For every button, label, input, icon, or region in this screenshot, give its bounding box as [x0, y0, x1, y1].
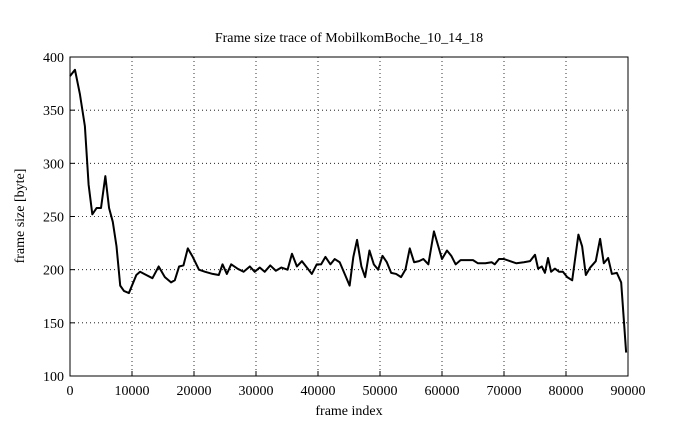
x-tick-label: 60000 [425, 384, 460, 399]
y-tick-label: 150 [43, 317, 64, 332]
x-tick-label: 40000 [301, 384, 336, 399]
y-tick-label: 250 [43, 211, 64, 226]
data-line [69, 68, 628, 353]
x-tick-label: 10000 [115, 384, 150, 399]
x-tick-label: 70000 [487, 384, 522, 399]
x-tick-label: 20000 [177, 384, 212, 399]
y-tick-label: 100 [43, 370, 64, 385]
y-tick-label: 200 [43, 264, 64, 279]
y-tick-label: 350 [43, 104, 64, 119]
y-axis-label: frame size [byte] [13, 169, 28, 264]
x-tick-label: 80000 [549, 384, 584, 399]
x-tick-label: 90000 [611, 384, 646, 399]
y-tick-label: 300 [43, 157, 64, 172]
y-tick-label: 400 [43, 51, 64, 66]
x-tick-label: 50000 [363, 384, 398, 399]
x-tick-label: 30000 [239, 384, 274, 399]
plot-frame [69, 56, 629, 377]
chart-title: Frame size trace of MobilkomBoche_10_14_… [215, 31, 483, 46]
x-tick-label: 0 [67, 384, 74, 399]
x-axis-label: frame index [315, 404, 382, 419]
